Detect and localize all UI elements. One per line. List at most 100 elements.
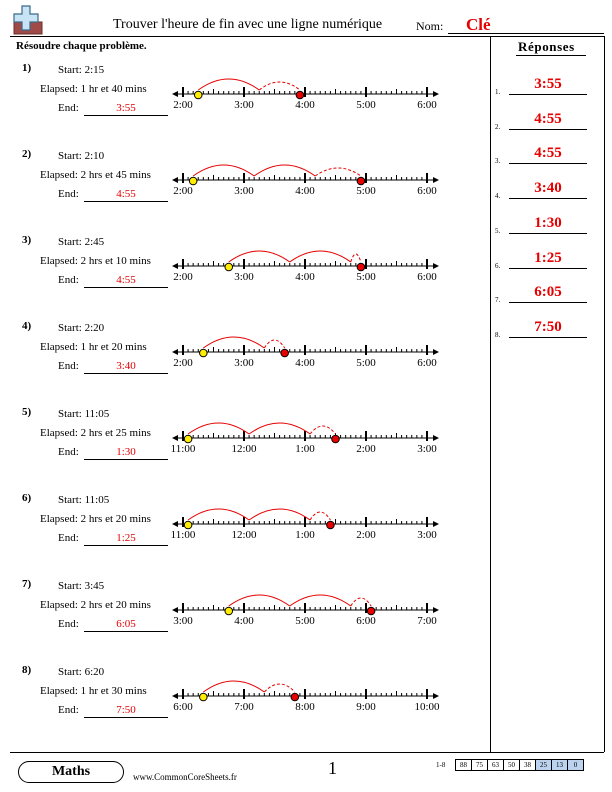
- end-label: End:: [58, 360, 79, 372]
- score-row: 88 75 63 50 38 25 13 0: [455, 759, 584, 771]
- hour-label: 6:00: [417, 185, 437, 197]
- score-cell: 13: [551, 759, 568, 771]
- start-dot: [188, 176, 198, 186]
- problem-4: 4) Start: 2:20 Elapsed: 1 hr et 20 mins End…: [0, 320, 480, 400]
- elapsed-time: Elapsed: 2 hrs et 45 mins: [40, 169, 151, 181]
- answer-item: 8. 7:50: [495, 309, 595, 339]
- end-answer: 3:55: [84, 102, 168, 116]
- hour-label: 11:00: [171, 529, 196, 541]
- hour-label: 5:00: [295, 615, 315, 627]
- hour-jump-arc: [248, 422, 311, 435]
- answer-value: 7:50: [509, 319, 587, 338]
- number-line: 2:00 3:00 4:00 5:00 6:00: [172, 250, 439, 283]
- arrow-right-icon: [433, 693, 439, 699]
- hour-label: 12:00: [231, 529, 257, 541]
- hour-label: 12:00: [231, 443, 257, 455]
- elapsed-time: Elapsed: 2 hrs et 20 mins: [40, 599, 151, 611]
- hour-label: 5:00: [356, 357, 376, 369]
- arrow-left-icon: [172, 263, 178, 269]
- footer-rule: [10, 752, 604, 753]
- answer-number: 3.: [495, 157, 501, 166]
- site-url[interactable]: www.CommonCoreSheets.fr: [133, 772, 237, 782]
- answer-key-label: Clé: [466, 15, 491, 34]
- hour-label: 4:00: [295, 185, 315, 197]
- hour-label: 7:00: [417, 615, 437, 627]
- arrow-right-icon: [433, 521, 439, 527]
- minute-jump-arc: [350, 253, 362, 263]
- number-line: 11:00 12:00 1:00 2:00 3:00: [171, 422, 439, 455]
- start-time: Start: 2:10: [58, 150, 105, 162]
- answer-item: 6. 1:25: [495, 240, 595, 270]
- problem-1: 1) Start: 2:15 Elapsed: 1 hr et 40 mins End…: [0, 62, 480, 142]
- end-answer: 7:50: [84, 704, 168, 718]
- hour-label: 3:00: [417, 529, 437, 541]
- answer-number: 4.: [495, 192, 501, 201]
- end-dot: [295, 90, 305, 100]
- arrow-right-icon: [433, 349, 439, 355]
- answer-value: 1:30: [509, 215, 587, 234]
- hour-jump-arc: [192, 164, 255, 177]
- end-answer: 1:25: [84, 532, 168, 546]
- end-dot: [366, 606, 376, 616]
- start-dot: [183, 434, 193, 444]
- score-cell: 38: [519, 759, 536, 771]
- minute-jump-arc: [263, 683, 296, 693]
- answer-item: 5. 1:30: [495, 205, 595, 235]
- answer-value: 4:55: [509, 145, 587, 165]
- page-title: Trouver l'heure de fin avec une ligne nu…: [113, 17, 383, 32]
- end-label: End:: [58, 618, 79, 630]
- start-time: Start: 6:20: [58, 666, 105, 678]
- end-dot: [280, 348, 289, 358]
- answer-value: 1:25: [509, 250, 587, 269]
- elapsed-time: Elapsed: 1 hr et 40 mins: [40, 83, 147, 95]
- problem-7: 7) Start: 3:45 Elapsed: 2 hrs et 20 mins En…: [0, 578, 480, 658]
- start-time: Start: 11:05: [58, 408, 110, 420]
- answer-value: 3:55: [509, 76, 587, 95]
- end-dot: [326, 520, 335, 530]
- minute-jump-arc: [263, 339, 286, 349]
- arrow-right-icon: [433, 607, 439, 613]
- name-label: Nom:: [416, 19, 444, 33]
- hour-jump-arc: [187, 422, 250, 435]
- arrow-right-icon: [433, 177, 439, 183]
- minute-jump-arc: [309, 425, 336, 435]
- hour-label: 3:00: [417, 443, 437, 455]
- answers-column-divider: [490, 36, 491, 752]
- arrow-left-icon: [172, 349, 178, 355]
- arrow-left-icon: [172, 521, 178, 527]
- hour-jump-arc: [203, 336, 265, 349]
- elapsed-time: Elapsed: 1 hr et 20 mins: [40, 341, 147, 353]
- start-time: Start: 2:15: [58, 64, 105, 76]
- hour-label: 2:00: [173, 271, 193, 283]
- end-dot: [356, 262, 366, 272]
- answers-title-underline: [516, 55, 586, 56]
- score-cell: 50: [503, 759, 520, 771]
- answer-item: 1. 3:55: [495, 66, 595, 96]
- hour-label: 5:00: [356, 271, 376, 283]
- hour-label: 3:00: [173, 615, 193, 627]
- answer-number: 6.: [495, 261, 501, 270]
- elapsed-time: Elapsed: 2 hrs et 25 mins: [40, 427, 151, 439]
- answer-value: 6:05: [509, 284, 587, 304]
- answer-value: 4:55: [509, 111, 587, 130]
- problem-number: 1): [22, 62, 32, 74]
- problem-number: 7): [22, 578, 32, 590]
- answer-number: 1.: [495, 88, 501, 96]
- hour-label: 3:00: [234, 271, 254, 283]
- arrow-left-icon: [172, 435, 178, 441]
- elapsed-time: Elapsed: 1 hr et 30 mins: [40, 685, 147, 697]
- answer-value: 3:40: [509, 180, 587, 200]
- hour-label: 4:00: [234, 615, 254, 627]
- hour-label: 6:00: [417, 99, 437, 111]
- arrow-right-icon: [433, 263, 439, 269]
- score-cell: 63: [487, 759, 504, 771]
- hour-label: 6:00: [417, 357, 437, 369]
- instructions: Résoudre chaque problème.: [16, 40, 147, 52]
- hour-label: 5:00: [356, 99, 376, 111]
- minute-jump-arc: [314, 167, 362, 177]
- hour-label: 1:00: [295, 443, 315, 455]
- hour-label: 1:00: [295, 529, 315, 541]
- hour-label: 9:00: [356, 701, 376, 713]
- answer-number: 2.: [495, 122, 501, 131]
- answers-title: Réponses: [518, 39, 575, 54]
